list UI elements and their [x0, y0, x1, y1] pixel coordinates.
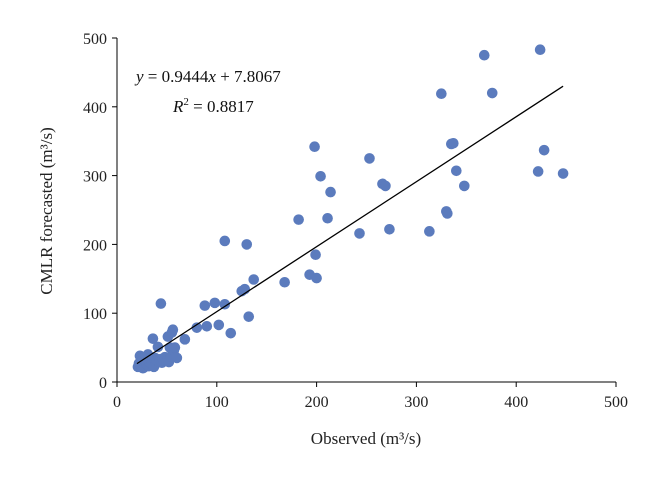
data-point	[322, 212, 333, 224]
data-point	[248, 274, 260, 285]
data-point	[354, 228, 365, 239]
y-tick-label: 300	[83, 169, 107, 186]
y-axis-title: CMLR forecasted (m³/s)	[37, 127, 56, 295]
data-point	[219, 235, 231, 247]
data-point	[279, 276, 290, 288]
axes	[116, 38, 616, 383]
data-point	[209, 297, 221, 309]
data-point	[201, 320, 213, 332]
regression-equation: y = 0.9444x + 7.8067	[134, 67, 281, 86]
data-point	[243, 311, 255, 322]
data-point	[241, 239, 253, 250]
x-ticks: 0 100 200 300 400 500	[113, 382, 628, 411]
data-point	[309, 141, 320, 153]
data-point	[384, 223, 395, 235]
x-tick-label: 100	[205, 394, 229, 411]
data-point	[179, 334, 191, 345]
data-point	[171, 352, 183, 364]
data-point	[167, 324, 179, 336]
data-point	[152, 341, 164, 353]
y-tick-label: 0	[99, 375, 107, 392]
y-tick-label: 100	[83, 306, 107, 323]
data-point	[534, 44, 546, 55]
data-point	[225, 327, 237, 339]
data-point	[478, 49, 490, 61]
data-point	[364, 153, 375, 164]
data-point	[315, 170, 326, 182]
data-point	[436, 88, 447, 100]
x-axis-title: Observed (m³/s)	[311, 429, 421, 448]
y-ticks: 0 100 200 300 400 500	[83, 31, 117, 392]
data-point	[147, 333, 159, 344]
data-point	[459, 180, 470, 192]
x-tick-label: 0	[113, 394, 121, 411]
data-point	[325, 186, 336, 198]
data-point	[199, 300, 211, 311]
data-point	[311, 272, 322, 284]
data-point	[219, 298, 231, 310]
data-point	[155, 298, 167, 309]
x-tick-label: 200	[305, 394, 329, 411]
x-tick-label: 500	[604, 394, 628, 411]
data-point	[213, 319, 225, 331]
y-tick-label: 400	[83, 100, 107, 117]
data-point	[310, 249, 321, 261]
data-points	[132, 44, 569, 374]
data-point	[538, 144, 550, 156]
data-point	[191, 322, 203, 333]
y-tick-label: 200	[83, 237, 107, 254]
x-tick-label: 400	[504, 394, 528, 411]
trendline	[136, 85, 564, 365]
r-squared: R2 = 0.8817	[172, 96, 254, 116]
data-point	[424, 226, 435, 237]
data-point	[169, 342, 181, 353]
data-point	[442, 208, 453, 219]
data-point	[448, 137, 459, 149]
data-point	[293, 214, 304, 225]
y-tick-label: 500	[83, 31, 107, 48]
data-point	[380, 180, 391, 192]
data-point	[486, 87, 498, 99]
data-point	[532, 166, 544, 177]
x-tick-label: 300	[404, 394, 428, 411]
data-point	[451, 165, 462, 177]
data-point	[557, 168, 569, 179]
